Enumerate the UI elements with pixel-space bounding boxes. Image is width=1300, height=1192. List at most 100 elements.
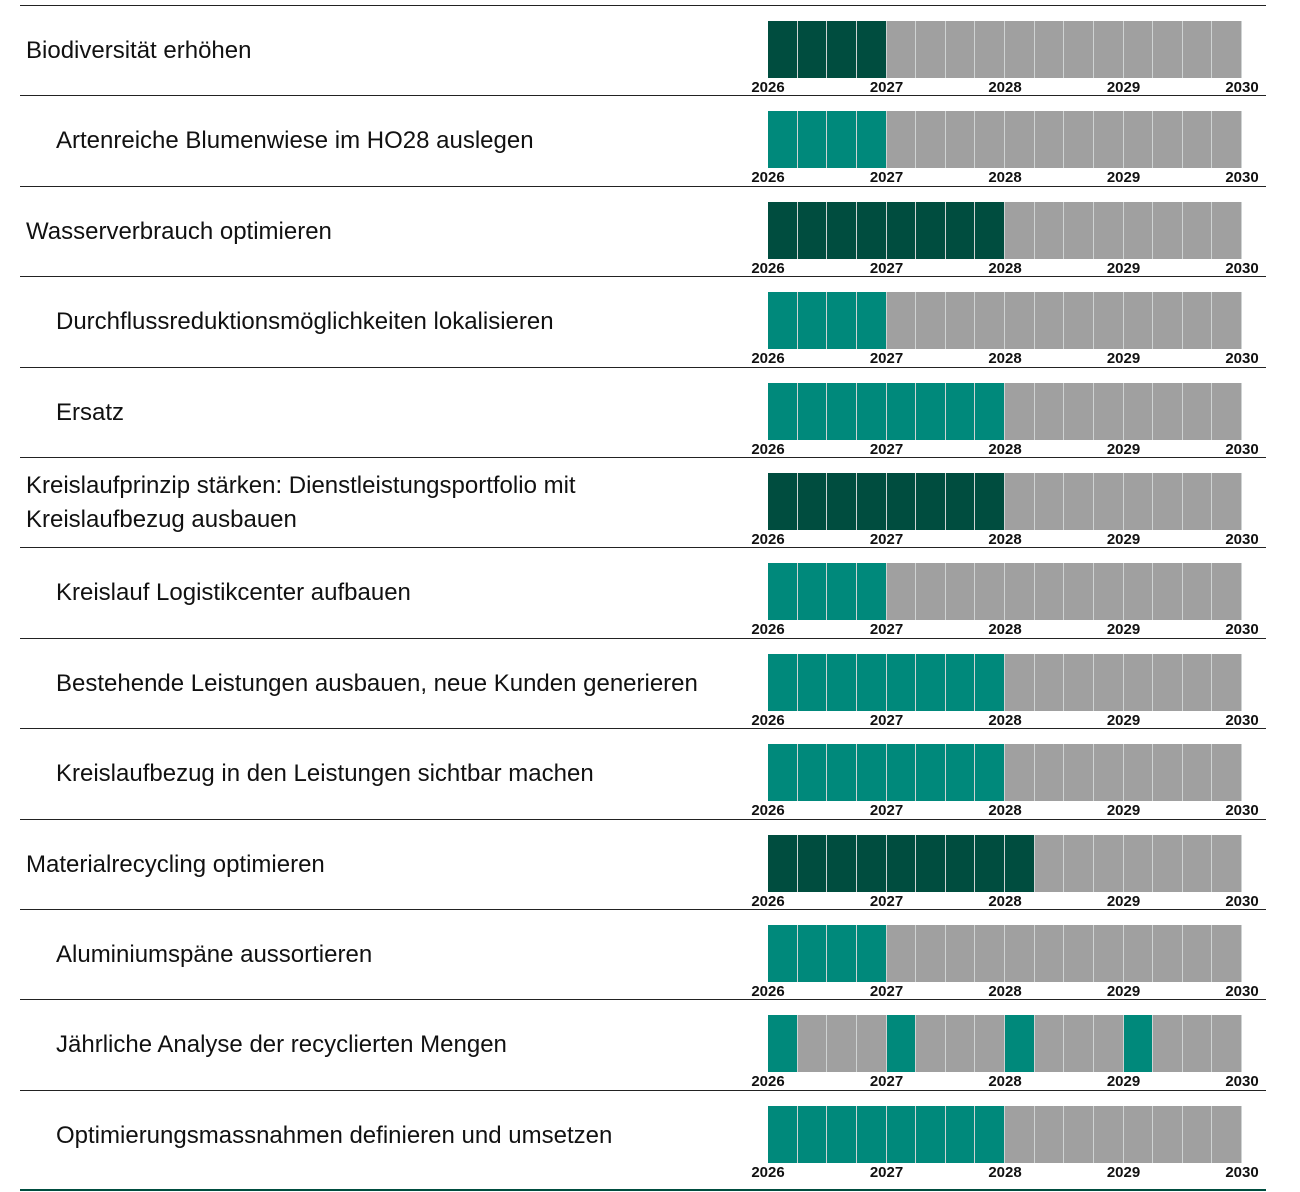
quarter-cell [1034,925,1065,982]
quarter-cell [1034,1105,1065,1163]
year-label: 2028 [988,711,1022,729]
quarter-cell [886,21,917,78]
quarter-cell [1212,382,1242,440]
timeline-row: Biodiversität erhöhen 2026 2027 2028 2029 203… [20,5,1266,96]
quarter-cell [1123,925,1154,982]
quarter-cell [827,563,857,621]
quarter-cell [886,925,917,982]
quarter-cell [975,111,1005,169]
quarter-cell [856,653,887,711]
quarter-cell [975,1105,1005,1163]
quarter-cell [916,21,946,78]
timeline-row: Kreislaufbezug in den Leistungen sichtba… [20,728,1266,819]
quarter-cell [1212,111,1242,169]
quarter-cell [945,563,976,621]
quarter-cell [1005,925,1035,982]
quarter-cell [1182,1105,1213,1163]
quarter-cell [1123,111,1154,169]
quarter-cell [1153,201,1183,259]
row-label: Artenreiche Blumenwiese im HO28 auslegen [56,127,534,155]
quarter-cell [916,653,946,711]
quarter-cell [1064,925,1094,982]
quarter-cell [1153,1105,1183,1163]
quarter-cell [1034,744,1065,802]
quarter-cell [916,834,946,892]
quarter-cell [797,1105,828,1163]
bottom-rule [20,1189,1266,1191]
year-label: 2028 [988,1163,1022,1181]
quarter-cell [768,201,798,259]
quarter-cell [1153,653,1183,711]
timeline-row: Bestehende Leistungen ausbauen, neue Kun… [20,637,1266,729]
quarter-cell [1093,111,1124,169]
year-label: 2029 [1106,79,1141,96]
row-label: Optimierungsmassnahmen definieren und um… [56,1121,613,1149]
quarter-cell [916,563,946,621]
row-label: Wasserverbrauch optimieren [26,217,332,245]
year-label: 2026 [751,350,785,368]
year-label: 2026 [751,983,785,1000]
quarter-cell [1123,473,1154,530]
quarter-cell [797,292,828,350]
quarter-cell [1064,1105,1094,1163]
quarter-cell [945,834,976,892]
year-label: 2028 [988,531,1022,548]
year-label: 2026 [751,79,785,96]
quarter-cell [975,292,1005,350]
quarter-cell [1093,382,1124,440]
quarter-cell [975,925,1005,982]
quarter-cell [797,382,828,440]
quarter-cell [1212,744,1242,802]
quarter-cell [916,744,946,802]
quarter-cell [1093,473,1124,530]
quarter-cell [856,201,887,259]
quarter-cell [1123,563,1154,621]
row-label: Jährliche Analyse der recyclierten Menge… [56,1031,507,1059]
quarter-cell [1153,292,1183,350]
year-label: 2029 [1106,531,1141,548]
timeline-row: Materialrecycling optimieren 2026 2027 2028… [20,818,1266,910]
year-label: 2027 [869,350,904,368]
row-label: Kreislauf Logistikcenter aufbauen [56,579,411,607]
quarter-cell [1123,1015,1154,1073]
quarter-cell [886,1015,917,1073]
quarter-cell [886,834,917,892]
quarter-cell [1212,834,1242,892]
year-label: 2029 [1106,440,1141,458]
year-label: 2029 [1106,259,1141,277]
year-label: 2028 [988,440,1022,458]
quarter-cell [827,1015,857,1073]
quarter-cell [1064,653,1094,711]
quarter-cell [797,201,828,259]
quarter-cell [1182,744,1213,802]
quarter-cell [856,473,887,530]
quarter-cell [1153,21,1183,78]
quarter-cell [827,382,857,440]
quarter-cell [1005,653,1035,711]
year-label: 2030 [1225,440,1259,458]
quarter-cell [768,744,798,802]
quarter-cell [945,292,976,350]
timeline-row: Wasserverbrauch optimieren 2026 2027 2028 20… [20,185,1266,277]
quarter-cell [1093,21,1124,78]
quarter-cell [1212,925,1242,982]
quarter-cell [797,834,828,892]
quarter-cell [1182,111,1213,169]
quarter-cell [1153,925,1183,982]
quarter-cell [1064,473,1094,530]
quarter-cell [1093,744,1124,802]
quarter-cell [975,201,1005,259]
year-label: 2030 [1225,531,1259,548]
quarter-cell [1182,653,1213,711]
quarter-cell [975,1015,1005,1073]
quarter-cell [768,834,798,892]
year-label: 2030 [1225,259,1259,277]
timeline-row: Jährliche Analyse der recyclierten Menge… [20,999,1266,1090]
quarter-cell [1182,473,1213,530]
quarter-cell [1005,201,1035,259]
row-label: Durchflussreduktionsmöglichkeiten lokali… [56,308,554,336]
quarter-cell [886,1105,917,1163]
year-label: 2026 [751,892,785,910]
quarter-cell [768,653,798,711]
